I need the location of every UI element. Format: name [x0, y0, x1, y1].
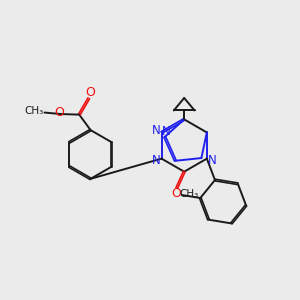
Text: N: N — [162, 125, 171, 138]
Text: CH₃: CH₃ — [25, 106, 44, 116]
Text: O: O — [171, 187, 181, 200]
Text: O: O — [85, 86, 95, 99]
Text: N: N — [152, 154, 161, 167]
Text: N: N — [152, 124, 161, 137]
Text: CH₃: CH₃ — [179, 189, 198, 199]
Text: O: O — [55, 106, 64, 119]
Text: N: N — [208, 154, 216, 167]
